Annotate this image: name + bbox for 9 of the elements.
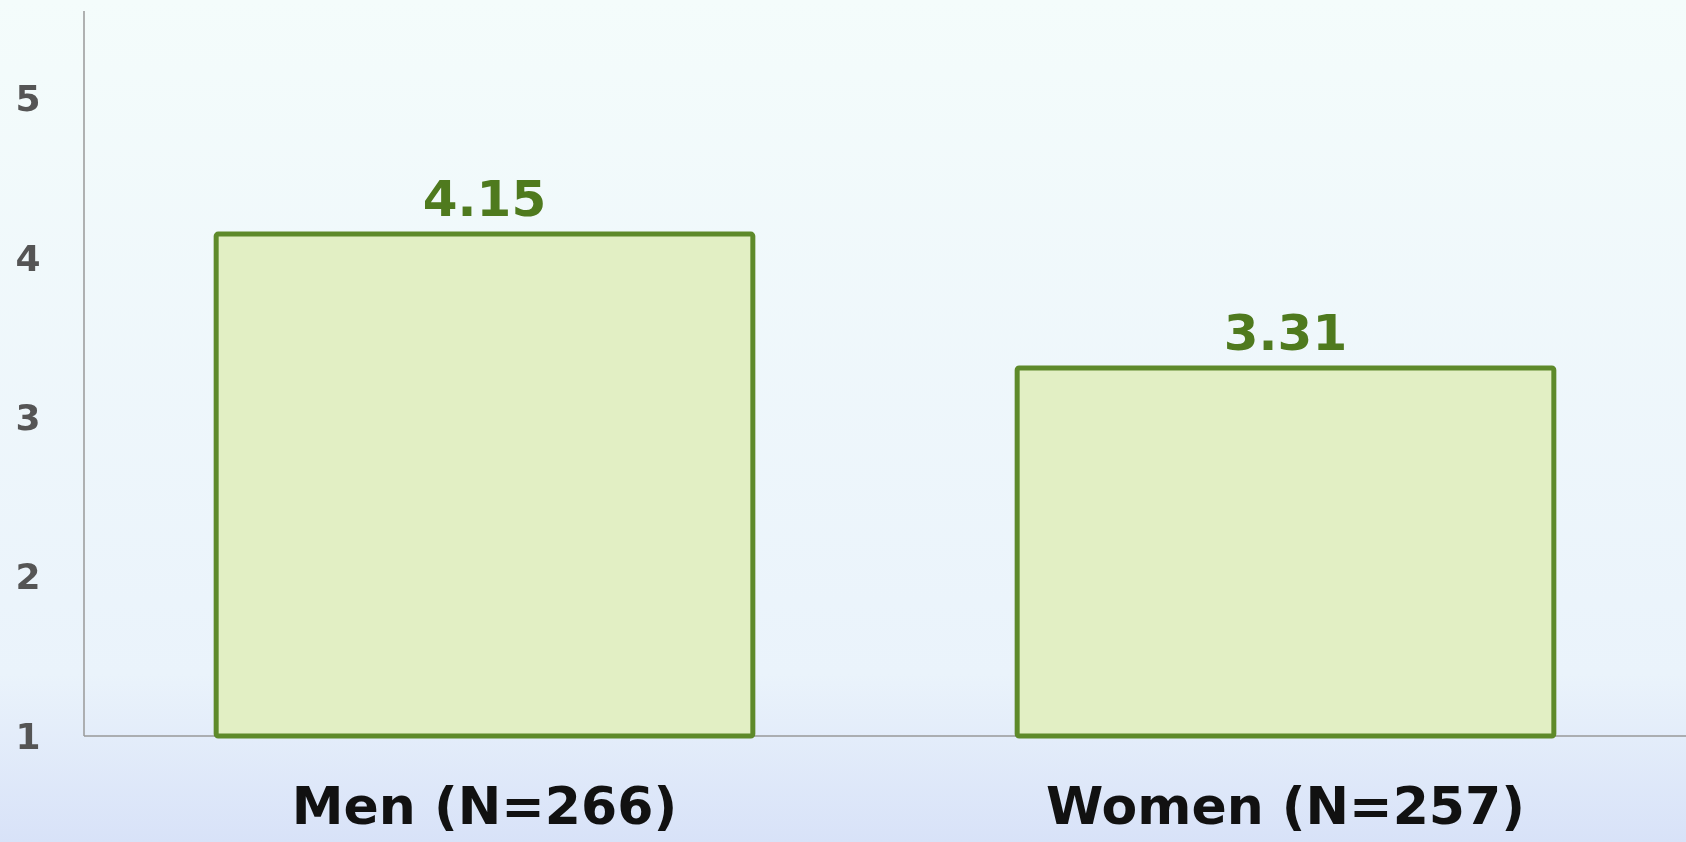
y-tick-label: 5 xyxy=(15,78,41,120)
x-tick-label: Women (N=257) xyxy=(1046,776,1525,836)
y-tick-label: 4 xyxy=(15,237,41,279)
y-tick-label: 1 xyxy=(15,715,41,757)
x-tick-label: Men (N=266) xyxy=(291,776,678,836)
data-label: 3.31 xyxy=(1223,303,1348,362)
y-tick-label: 3 xyxy=(15,396,41,438)
data-label: 4.15 xyxy=(422,170,547,229)
y-tick-label: 2 xyxy=(15,556,41,598)
